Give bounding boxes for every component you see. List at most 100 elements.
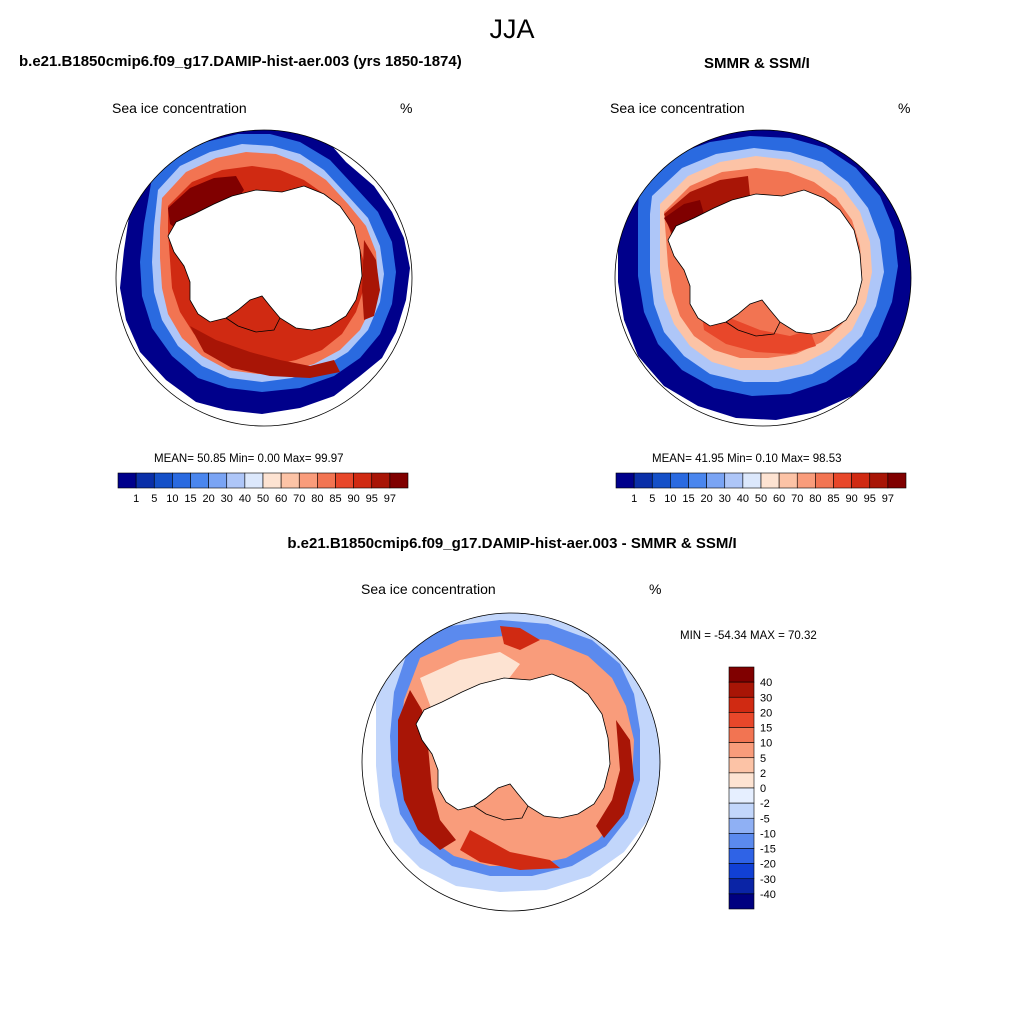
obs-colorbar-swatch [778, 472, 798, 489]
model-colorbar-tick-label: 10 [166, 493, 178, 505]
diff-field-label: Sea ice concentration [361, 581, 496, 597]
obs-colorbar-tick-label: 70 [791, 493, 803, 505]
diff-colorbar-tick-label: 30 [760, 692, 772, 704]
model-colorbar: 1 5 10 15 20 30 40 50 60 70 80 85 90 95 97 [117, 472, 409, 505]
obs-panel-title: SMMR & SSM/I [704, 55, 810, 72]
obs-colorbar-swatch [833, 472, 852, 489]
diff-colorbar-swatch [728, 681, 755, 698]
diff-colorbar-swatch [728, 802, 755, 819]
obs-colorbar-tick-label: 5 [649, 493, 655, 505]
model-colorbar-swatch [280, 472, 300, 489]
model-colorbar-swatch [244, 472, 264, 489]
model-colorbar-swatch [262, 472, 282, 489]
diff-colorbar-tick-label: -15 [760, 844, 776, 856]
obs-colorbar-tick-label: 95 [864, 493, 876, 505]
model-colorbar-swatch [135, 472, 155, 489]
diff-stats: MIN = -54.34 MAX = 70.32 [680, 630, 817, 642]
model-units-label: % [400, 100, 413, 116]
obs-colorbar-swatch [851, 472, 871, 489]
model-colorbar-swatch [298, 472, 318, 489]
obs-units-label: % [898, 100, 911, 116]
obs-colorbar-swatch [670, 472, 689, 489]
obs-colorbar-tick-label: 80 [809, 493, 821, 505]
diff-colorbar-swatch [728, 833, 755, 849]
model-colorbar-swatch [172, 472, 191, 489]
model-colorbar-swatch [153, 472, 173, 489]
model-colorbar-tick-label: 20 [203, 493, 215, 505]
obs-colorbar-tick-label: 1 [631, 493, 637, 505]
diff-colorbar-swatch [728, 727, 755, 743]
season-title: JJA [489, 14, 535, 44]
diff-colorbar-swatch [728, 712, 755, 728]
diff-colorbar-swatch [728, 757, 755, 774]
diff-colorbar-swatch [728, 772, 755, 789]
diff-colorbar-tick-label: -2 [760, 798, 770, 810]
model-colorbar-swatch [371, 472, 391, 489]
obs-colorbar-swatch [815, 472, 834, 489]
model-colorbar-swatch [226, 472, 246, 489]
diff-panel-title: b.e21.B1850cmip6.f09_g17.DAMIP-hist-aer.… [287, 535, 737, 552]
diff-colorbar-swatch [728, 878, 755, 895]
model-colorbar-swatch [335, 472, 354, 489]
diff-colorbar-swatch [728, 787, 755, 804]
model-colorbar-tick-label: 60 [275, 493, 287, 505]
model-colorbar-tick-label: 30 [221, 493, 233, 505]
diff-colorbar-swatch [728, 863, 755, 880]
obs-colorbar-swatch [869, 472, 889, 489]
obs-colorbar: 1 5 10 15 20 30 40 50 60 70 80 85 90 95 97 [615, 472, 907, 505]
diff-colorbar-tick-label: 20 [760, 707, 772, 719]
diff-colorbar-swatch [728, 666, 755, 683]
diff-colorbar-swatch [728, 742, 755, 759]
obs-stats: MEAN= 41.95 Min= 0.10 Max= 98.53 [652, 453, 842, 465]
diff-colorbar-tick-label: -20 [760, 859, 776, 871]
model-colorbar-tick-label: 90 [348, 493, 360, 505]
diff-units-label: % [649, 581, 662, 597]
diff-colorbar-tick-label: 40 [760, 677, 772, 689]
obs-field-label: Sea ice concentration [610, 100, 745, 116]
model-colorbar-tick-label: 97 [384, 493, 396, 505]
obs-colorbar-tick-label: 50 [755, 493, 767, 505]
model-colorbar-swatch [190, 472, 209, 489]
model-field-label: Sea ice concentration [112, 100, 247, 116]
model-colorbar-tick-label: 1 [133, 493, 139, 505]
diff-colorbar-tick-label: 5 [760, 753, 766, 765]
diff-colorbar-tick-label: -40 [760, 889, 776, 901]
obs-colorbar-swatch [633, 472, 653, 489]
model-colorbar-tick-label: 40 [239, 493, 251, 505]
obs-colorbar-swatch [615, 472, 635, 489]
model-colorbar-tick-label: 80 [311, 493, 323, 505]
diff-colorbar-tick-label: 0 [760, 783, 766, 795]
obs-colorbar-tick-label: 90 [846, 493, 858, 505]
obs-map [614, 129, 912, 427]
diff-colorbar-tick-label: -5 [760, 813, 770, 825]
obs-colorbar-tick-label: 10 [664, 493, 676, 505]
model-panel-title: b.e21.B1850cmip6.f09_g17.DAMIP-hist-aer.… [19, 53, 462, 70]
obs-colorbar-swatch [796, 472, 816, 489]
obs-colorbar-swatch [887, 472, 907, 489]
obs-colorbar-swatch [760, 472, 780, 489]
obs-colorbar-tick-label: 85 [827, 493, 839, 505]
model-colorbar-tick-label: 15 [184, 493, 196, 505]
obs-colorbar-tick-label: 60 [773, 493, 785, 505]
model-colorbar-tick-label: 70 [293, 493, 305, 505]
obs-colorbar-tick-label: 40 [737, 493, 749, 505]
diff-colorbar-swatch [728, 893, 755, 910]
diff-colorbar-tick-label: -30 [760, 874, 776, 886]
diff-colorbar-swatch [728, 696, 755, 713]
obs-colorbar-swatch [651, 472, 671, 489]
model-colorbar-tick-label: 5 [151, 493, 157, 505]
diff-colorbar-swatch [728, 817, 755, 834]
model-colorbar-swatch [117, 472, 137, 489]
obs-colorbar-tick-label: 30 [719, 493, 731, 505]
obs-colorbar-swatch [706, 472, 726, 489]
obs-colorbar-tick-label: 15 [682, 493, 694, 505]
diff-colorbar-tick-label: -10 [760, 828, 776, 840]
diff-colorbar-swatch [728, 848, 755, 864]
obs-colorbar-swatch [688, 472, 707, 489]
model-colorbar-swatch [208, 472, 228, 489]
obs-colorbar-swatch [742, 472, 762, 489]
obs-colorbar-tick-label: 97 [882, 493, 894, 505]
